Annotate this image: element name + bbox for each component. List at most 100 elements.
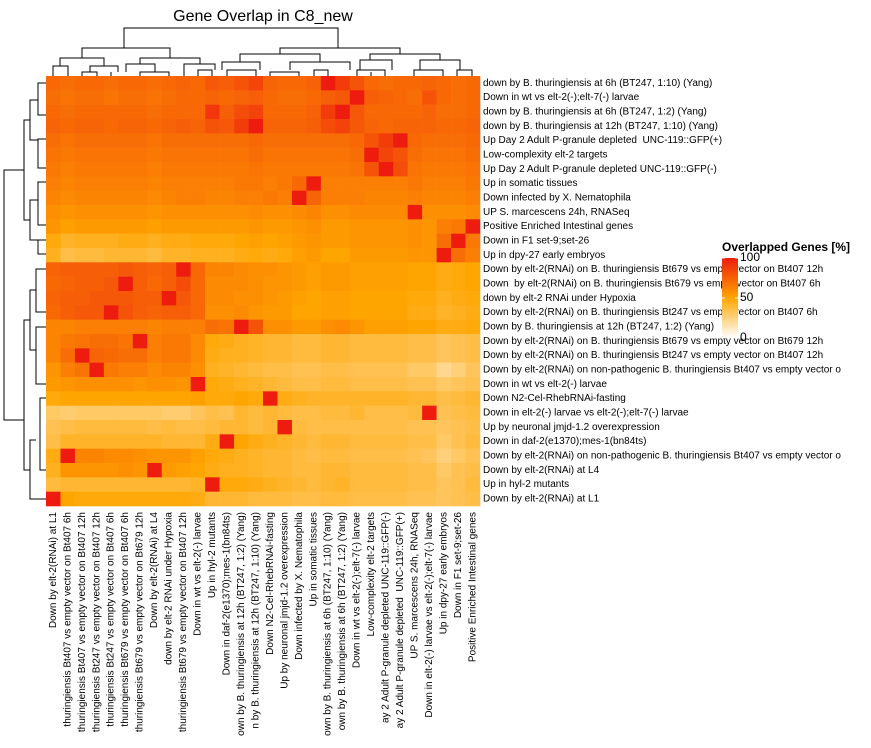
heatmap-cell xyxy=(234,405,249,421)
heatmap-cell xyxy=(393,448,408,464)
heatmap-cell xyxy=(205,319,220,335)
heatmap-cell xyxy=(263,248,278,263)
heatmap-cell xyxy=(60,434,76,449)
heatmap-cell xyxy=(378,90,394,105)
heatmap-cell xyxy=(335,477,351,492)
heatmap-cell xyxy=(393,147,408,163)
heatmap-cell xyxy=(378,133,394,148)
heatmap-cell xyxy=(335,276,351,292)
heatmap-cell xyxy=(205,391,220,406)
labels: down by B. thuringiensis at 6h (BT247, 1… xyxy=(48,78,842,736)
heatmap-cell xyxy=(147,119,163,134)
heatmap-cell xyxy=(89,76,105,91)
row-label: Down in wt vs elt-2(-) larvae xyxy=(483,379,607,390)
heatmap-cell xyxy=(306,133,322,148)
heatmap-cell xyxy=(46,477,61,492)
heatmap-cell xyxy=(147,133,163,148)
heatmap-cell xyxy=(436,176,452,191)
heatmap-cell xyxy=(364,219,380,234)
heatmap-cell xyxy=(147,405,163,421)
heatmap-cell xyxy=(205,147,220,163)
heatmap-cell xyxy=(118,162,134,177)
heatmap-cell xyxy=(103,219,119,234)
heatmap-cell xyxy=(219,90,235,105)
heatmap-cell xyxy=(306,291,322,306)
heatmap-cell xyxy=(147,377,163,392)
column-label: Down in F1 set-9;set-26 xyxy=(453,512,464,619)
heatmap-cell xyxy=(118,190,134,206)
heatmap-cell xyxy=(248,119,264,134)
heatmap-cell xyxy=(234,291,249,306)
heatmap-cell xyxy=(263,377,278,392)
heatmap-cell xyxy=(74,205,90,220)
heatmap-cell xyxy=(277,219,293,234)
heatmap-cell xyxy=(465,448,481,464)
heatmap-cell xyxy=(277,162,293,177)
heatmap-cell xyxy=(248,305,264,320)
heatmap-cell xyxy=(234,76,249,91)
heatmap-cell xyxy=(161,391,177,406)
row-label: Up in somatic tissues xyxy=(483,178,577,189)
column-label: thuringiensis Bt407 vs empty vector on B… xyxy=(62,512,73,727)
heatmap-cell xyxy=(378,291,394,306)
heatmap-cell xyxy=(219,334,235,349)
row-label: UP S. marcescens 24h, RNASeq xyxy=(483,207,630,218)
heatmap-cell xyxy=(436,348,452,363)
heatmap-cell xyxy=(335,147,351,163)
heatmap-cell xyxy=(147,491,163,507)
heatmap-cell xyxy=(451,190,466,206)
heatmap-cell xyxy=(60,391,76,406)
heatmap-cell xyxy=(176,90,191,105)
column-label: Down by elt-2(RNAi) at L1 xyxy=(48,512,59,629)
heatmap-cell xyxy=(132,477,148,492)
heatmap-cell xyxy=(132,362,148,378)
heatmap-cell xyxy=(205,491,220,507)
heatmap-cell xyxy=(335,348,351,363)
heatmap-cell xyxy=(291,248,307,263)
heatmap-cell xyxy=(378,176,394,191)
heatmap-cell xyxy=(451,162,466,177)
heatmap-cell xyxy=(436,233,452,249)
heatmap-cell xyxy=(147,477,163,492)
heatmap-cell xyxy=(190,491,206,507)
heatmap-cell xyxy=(205,362,220,378)
heatmap-cell xyxy=(205,348,220,363)
heatmap-cell xyxy=(436,377,452,392)
heatmap-cell xyxy=(89,319,105,335)
colorbar-tick-label: 0 xyxy=(740,330,747,344)
heatmap-cell xyxy=(335,391,351,406)
heatmap-cell xyxy=(263,76,278,91)
heatmap-cell xyxy=(378,248,394,263)
heatmap-cell xyxy=(74,391,90,406)
heatmap-cell xyxy=(234,477,249,492)
heatmap-cell xyxy=(147,463,163,478)
heatmap-cell xyxy=(306,147,322,163)
heatmap-cell xyxy=(147,262,163,277)
heatmap-cell xyxy=(46,248,61,263)
heatmap-cell xyxy=(190,477,206,492)
heatmap-cell xyxy=(364,362,380,378)
heatmap-cell xyxy=(364,133,380,148)
heatmap-cell xyxy=(190,348,206,363)
heatmap-cell xyxy=(407,391,423,406)
heatmap-cell xyxy=(60,104,76,120)
heatmap-cell xyxy=(291,76,307,91)
heatmap-cell xyxy=(277,248,293,263)
heatmap-cell xyxy=(103,190,119,206)
heatmap-cell xyxy=(451,477,466,492)
heatmap-cell xyxy=(277,348,293,363)
heatmap-cell xyxy=(465,233,481,249)
heatmap-cell xyxy=(205,291,220,306)
heatmap-cell xyxy=(234,104,249,120)
heatmap-cell xyxy=(234,448,249,464)
heatmap-cell xyxy=(320,377,336,392)
heatmap-cell xyxy=(393,133,408,148)
heatmap-cell xyxy=(436,205,452,220)
heatmap-cell xyxy=(349,133,365,148)
heatmap-cell xyxy=(118,176,134,191)
heatmap-cell xyxy=(103,248,119,263)
heatmap-cell xyxy=(118,305,134,320)
heatmap-cell xyxy=(248,76,264,91)
heatmap-cell xyxy=(378,434,394,449)
heatmap-cell xyxy=(277,133,293,148)
